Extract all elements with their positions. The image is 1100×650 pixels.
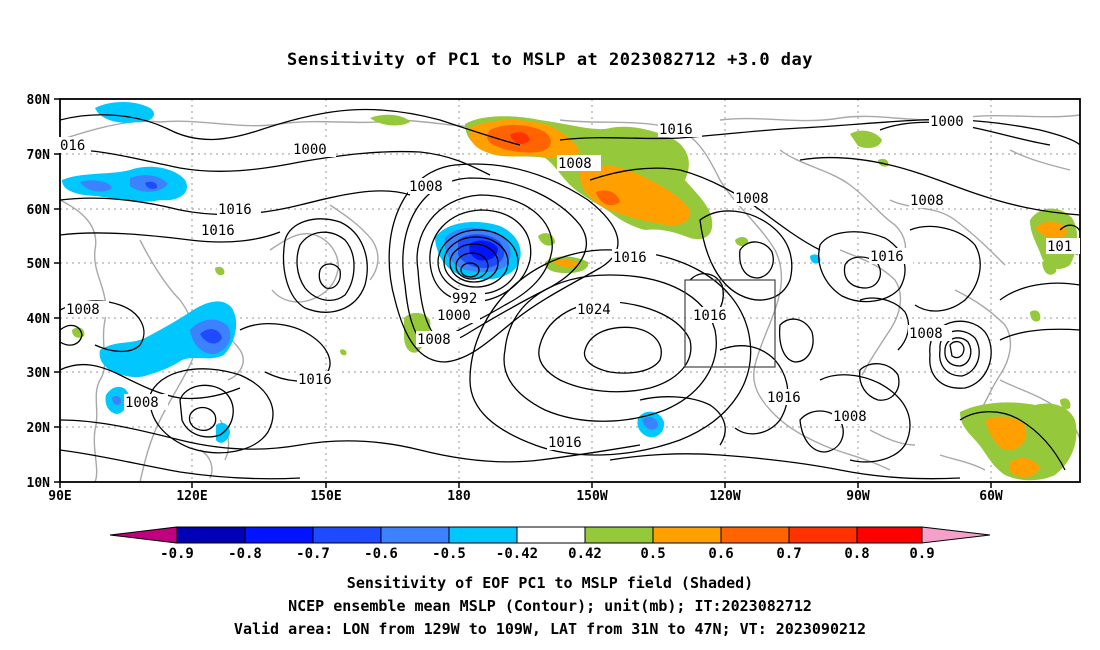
contour-label: 016 — [60, 138, 85, 154]
colorbar-label: -0.9 — [160, 546, 194, 562]
lat-tick-label: 60N — [27, 203, 51, 218]
colorbar-label: 0.9 — [909, 546, 934, 562]
map-area — [60, 99, 1080, 482]
colorbar-swatch — [516, 526, 586, 544]
colorbar-swatch — [312, 526, 382, 544]
contour-label: 1000 — [930, 114, 964, 130]
contour-label: 1000 — [293, 142, 327, 158]
contour-label: 1008 — [833, 409, 867, 425]
lat-tick-label: 20N — [27, 421, 51, 436]
lat-tick-label: 70N — [27, 148, 51, 163]
contour-label: 1008 — [910, 193, 944, 209]
colorbar-label: 0.8 — [844, 546, 869, 562]
contour-label: 1016 — [870, 249, 904, 265]
contour-label: 1008 — [409, 179, 443, 195]
contour-label: 1008 — [558, 156, 592, 172]
colorbar-label: 0.5 — [640, 546, 665, 562]
contour-label: 1008 — [66, 302, 100, 318]
contour-label: 1016 — [298, 372, 332, 388]
colorbar-swatch — [448, 526, 518, 544]
colorbar-label: -0.7 — [296, 546, 330, 562]
contour-label: 1016 — [693, 308, 727, 324]
colorbar-swatch — [788, 526, 858, 544]
colorbar-label: 0.7 — [776, 546, 801, 562]
map-title: Sensitivity of PC1 to MSLP at 2023082712… — [286, 50, 813, 70]
contour-label-group: 016 1000 1008 1016 1016 1008 992 1000 10… — [59, 113, 1080, 451]
colorbar-swatch — [176, 526, 246, 544]
colorbar-swatch — [720, 526, 790, 544]
colorbar-label: -0.42 — [496, 546, 538, 562]
contour-label: 1008 — [125, 395, 159, 411]
lat-tick-label: 80N — [27, 93, 51, 108]
colorbar: -0.9 -0.8 -0.7 -0.6 -0.5 -0.42 0.42 0.5 … — [109, 526, 991, 562]
lon-tick-label: 90W — [846, 489, 870, 504]
lat-tick-label: 40N — [27, 312, 51, 327]
colorbar-swatch — [584, 526, 654, 544]
contour-label: 1016 — [659, 122, 693, 138]
caption-shading: Sensitivity of EOF PC1 to MSLP field (Sh… — [346, 574, 754, 592]
map-frame — [59, 98, 1081, 483]
lon-tick-label: 90E — [48, 489, 71, 504]
positive-sensitivity-shading — [72, 114, 1078, 481]
colorbar-swatch — [856, 526, 923, 544]
caption-valid-area: Valid area: LON from 129W to 109W, LAT f… — [233, 620, 867, 638]
colorbar-swatch — [244, 526, 314, 544]
lon-tick-label: 180 — [447, 489, 471, 504]
colorbar-label: 0.6 — [708, 546, 733, 562]
colorbar-swatch — [380, 526, 450, 544]
lon-tick-label: 60W — [979, 489, 1003, 504]
contour-label: 1008 — [417, 332, 451, 348]
colorbar-swatch — [921, 526, 991, 544]
latitude-axis: 80N 70N 60N 50N 40N 30N 20N 10N — [27, 93, 60, 491]
lon-tick-label: 150W — [576, 489, 607, 504]
lon-tick-label: 120E — [176, 489, 207, 504]
contour-label: 1016 — [767, 390, 801, 406]
colorbar-label: 0.42 — [568, 546, 602, 562]
contour-label: 1008 — [909, 326, 943, 342]
colorbar-label: -0.6 — [364, 546, 398, 562]
contour-label: 1016 — [201, 223, 235, 239]
lon-tick-label: 150E — [310, 489, 341, 504]
contour-label: 1016 — [548, 435, 582, 451]
contour-label: 1008 — [735, 191, 769, 207]
lat-tick-label: 30N — [27, 366, 51, 381]
lat-tick-label: 50N — [27, 257, 51, 272]
lat-tick-label: 10N — [27, 476, 51, 491]
caption-contour: NCEP ensemble mean MSLP (Contour); unit(… — [288, 597, 812, 615]
valid-area-box — [684, 279, 776, 368]
contour-label: 1024 — [577, 302, 611, 318]
contour-label: 1000 — [437, 308, 471, 324]
colorbar-label: -0.8 — [228, 546, 262, 562]
colorbar-label: -0.5 — [432, 546, 466, 562]
colorbar-swatch — [652, 526, 722, 544]
lon-tick-label: 120W — [709, 489, 740, 504]
contour-label: 992 — [452, 291, 477, 307]
contour-label: 1016 — [613, 250, 647, 266]
contour-label: 1016 — [218, 202, 252, 218]
contour-label: 101 — [1047, 239, 1072, 255]
longitude-axis: 90E 120E 150E 180 150W 120W 90W 60W — [48, 482, 1003, 504]
colorbar-swatch — [109, 526, 178, 544]
mslp-contours — [60, 108, 1080, 480]
